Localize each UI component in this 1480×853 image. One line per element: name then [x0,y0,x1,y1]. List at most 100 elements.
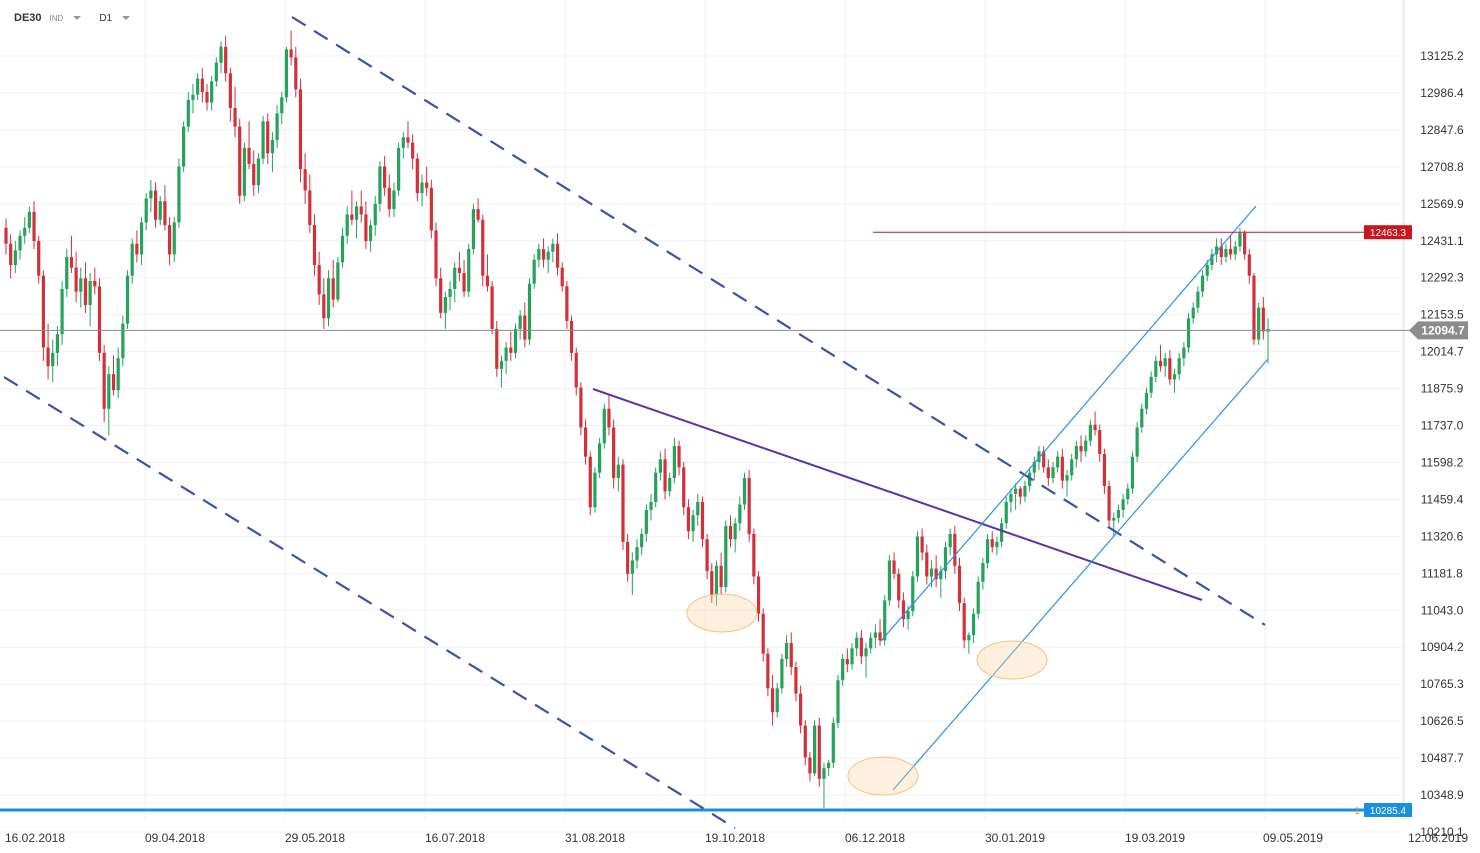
chevron-down-icon[interactable] [73,16,82,20]
candle [167,217,172,266]
candle [135,230,139,263]
candle-body [906,611,910,620]
x-tick-label: 19.10.2018 [705,831,765,845]
candle [111,355,116,396]
candle [41,270,45,361]
candle-body [205,91,209,103]
candle-body [144,198,148,223]
last-price-badge-label: 12094.7 [1421,323,1465,337]
candle-body [107,374,111,409]
candle-body [499,360,504,369]
candle [228,68,232,122]
candle [686,499,691,540]
candle [1098,424,1102,463]
candle-body [892,560,896,574]
candle [719,552,723,596]
low-highlight-ellipse [686,593,758,633]
candle-body [831,722,835,763]
candle [873,624,877,649]
candle-body [803,725,807,758]
candle-body [747,477,751,534]
candle [457,251,461,281]
candle [971,608,976,644]
candle-body [214,62,218,82]
candle [742,472,747,510]
candle-body [766,653,770,689]
candle-body [855,637,859,649]
candle-body [742,477,747,505]
candle [733,517,737,553]
candle [607,395,611,436]
candle [149,179,153,212]
candle [1177,352,1181,380]
chart-header: DE30 IND D1 [14,12,131,24]
candle-body [289,49,293,58]
symbol-label[interactable]: DE30 [14,12,42,24]
candle [406,121,410,148]
chevron-down-icon[interactable] [122,16,131,20]
candle-body [593,472,597,508]
x-tick-label: 09.05.2019 [1263,831,1323,845]
candle-body [1205,265,1209,276]
candle [32,201,36,250]
candle-body [312,225,317,266]
y-tick-label: 12153.5 [1420,308,1464,322]
candle-body [238,126,242,196]
candle [336,257,340,303]
candle-body [387,187,391,210]
candle [612,419,616,489]
candle [1238,227,1242,252]
candle-body [845,658,849,665]
candle [481,214,485,287]
candle [1056,451,1060,473]
candle [191,84,195,114]
candle [728,515,733,548]
candle [23,217,27,244]
candle [817,717,821,787]
candle-body [1093,424,1097,431]
candle [294,46,298,98]
candle [1233,241,1237,260]
candle [831,717,835,769]
candle-body [476,209,480,220]
candle [943,541,948,580]
candle-body [1261,307,1265,332]
candle-body [4,227,8,244]
candle-body [443,296,447,313]
candle [1140,403,1144,433]
candle [224,36,228,82]
candle-body [158,201,162,220]
uptrend-channel-lower-line [892,358,1269,791]
candle-body [247,147,251,164]
candle [467,243,471,297]
candle [55,326,60,367]
candle [560,262,564,292]
candle-body [967,635,971,641]
candle [37,235,41,284]
candle-body [1056,456,1060,468]
candle-body [789,643,793,667]
candle-body [1014,488,1018,494]
candle-body [1018,488,1022,497]
candle [897,568,901,609]
candle [901,592,906,628]
candle-body [364,214,368,242]
x-tick-label: 16.02.2018 [5,831,65,845]
candle [602,403,606,449]
timeframe-label[interactable]: D1 [99,12,113,24]
candle [836,674,840,729]
candle-body [1121,499,1125,510]
candle [794,661,798,702]
candle-body [602,408,606,444]
candle [1112,512,1116,537]
candle-body [635,547,639,561]
candle-body [798,693,803,726]
candle [738,496,742,532]
candle [79,267,83,308]
candle [298,78,303,183]
candle [1102,448,1107,494]
candle-body [125,275,130,324]
candle [153,182,158,228]
upper-downtrend-dashed-line [291,16,1266,626]
candle [373,195,377,236]
